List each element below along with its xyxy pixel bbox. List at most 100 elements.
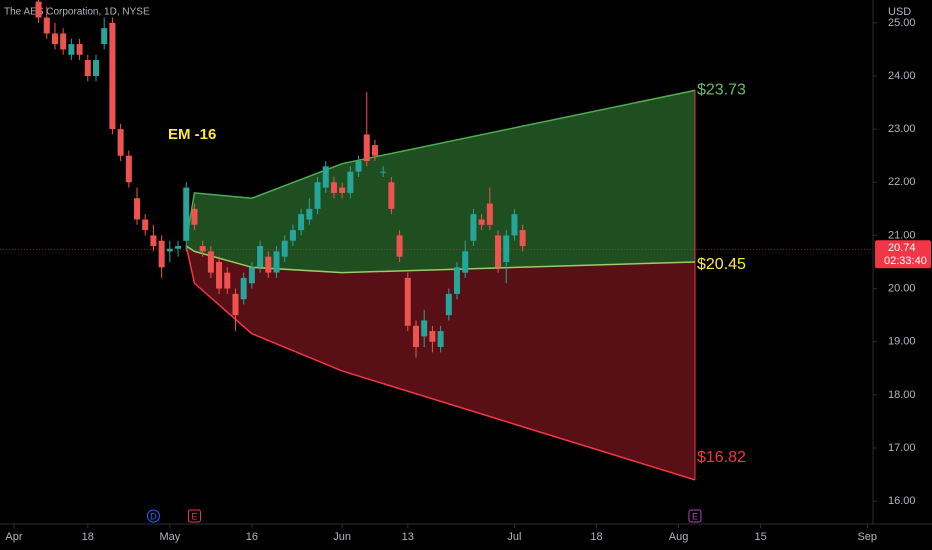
candle-body <box>306 208 313 220</box>
lower-band-fill <box>186 246 695 480</box>
candle-body <box>142 219 149 231</box>
candle-body <box>68 44 75 55</box>
candle-body <box>150 235 157 247</box>
x-tick-label: 18 <box>590 531 602 543</box>
candle-body <box>396 235 403 257</box>
event-marker <box>187 509 201 523</box>
candle-body <box>330 182 337 193</box>
candle-body <box>519 230 526 247</box>
event-label: D <box>150 511 157 521</box>
y-axis-label: USD <box>888 6 911 18</box>
price-label: $23.73 <box>697 82 746 99</box>
candle-body <box>76 44 83 55</box>
candle-body <box>216 262 223 289</box>
y-tick-label: 21.00 <box>888 229 916 241</box>
price-label: $16.82 <box>697 449 746 466</box>
candle-body <box>289 230 296 241</box>
candle-body <box>60 33 67 50</box>
candle-body <box>35 1 42 18</box>
x-tick-label: 15 <box>754 531 766 543</box>
candle-body <box>371 145 378 156</box>
candle-body <box>470 214 477 241</box>
candle-body <box>503 235 510 262</box>
upper-band-fill <box>186 90 695 273</box>
candle-body <box>322 166 329 188</box>
last-price-box <box>875 240 931 269</box>
candle-body <box>166 248 173 252</box>
candle-body <box>412 325 419 348</box>
countdown-label: 02:33:40 <box>884 255 927 267</box>
candle-body <box>380 171 387 173</box>
candle-body <box>347 171 354 193</box>
candle-body <box>478 219 485 225</box>
candle-body <box>511 214 518 236</box>
candle-body <box>314 182 321 209</box>
x-tick-label: May <box>159 531 180 543</box>
candle-body <box>232 293 239 316</box>
candle-body <box>257 246 264 268</box>
candle-body <box>175 246 182 249</box>
candle-body <box>125 155 132 183</box>
candle-body <box>437 331 444 348</box>
candle-body <box>109 22 116 130</box>
candle-body <box>495 235 502 268</box>
event-label: E <box>191 511 197 521</box>
x-tick-label: Jul <box>507 531 521 543</box>
y-tick-label: 20.00 <box>888 282 916 294</box>
candle-body <box>462 251 469 273</box>
x-tick-label: Aug <box>669 531 689 543</box>
candle-body <box>207 251 214 273</box>
candle-body <box>298 214 305 231</box>
candle-body <box>134 198 141 220</box>
y-tick-label: 19.00 <box>888 336 916 348</box>
x-tick-label: 13 <box>402 531 414 543</box>
candle-body <box>404 277 411 326</box>
candle-body <box>429 331 436 342</box>
y-tick-label: 18.00 <box>888 389 916 401</box>
x-tick-label: 18 <box>82 531 94 543</box>
candle-body <box>51 33 58 45</box>
y-tick-label: 22.00 <box>888 176 916 188</box>
last-price-label: 20.74 <box>888 242 916 254</box>
y-tick-label: 17.00 <box>888 442 916 454</box>
y-tick-label: 24.00 <box>888 70 916 82</box>
x-tick-label: Apr <box>5 531 22 543</box>
candle-body <box>355 161 362 172</box>
event-marker <box>146 509 160 523</box>
candle-body <box>199 246 206 252</box>
y-tick-label: 25.00 <box>888 17 916 29</box>
x-tick-label: 16 <box>246 531 258 543</box>
annotation: EM -16 <box>168 126 216 143</box>
candle-body <box>224 272 231 289</box>
candle-body <box>84 60 91 76</box>
candle-body <box>273 251 280 273</box>
candle-body <box>486 203 493 225</box>
event-label: E <box>692 511 698 521</box>
candle-body <box>445 293 452 316</box>
candle-body <box>388 182 395 209</box>
candle-body <box>191 208 198 225</box>
candle-body <box>265 256 272 273</box>
candle-body <box>421 320 428 337</box>
candle-body <box>117 129 124 156</box>
candle-body <box>281 240 288 257</box>
candle-body <box>248 267 255 284</box>
x-tick-label: Sep <box>857 531 877 543</box>
candle-body <box>92 60 99 76</box>
candle-body <box>43 17 50 34</box>
candle-body <box>101 28 108 45</box>
candle-body <box>158 240 165 268</box>
y-tick-label: 16.00 <box>888 495 916 507</box>
price-label: $20.45 <box>697 256 746 273</box>
lower-band-line <box>185 245 696 481</box>
chart-title: The AES Corporation, 1D, NYSE <box>4 7 150 18</box>
y-tick-label: 23.00 <box>888 123 916 135</box>
candle-body <box>339 187 346 193</box>
candle-body <box>240 277 247 300</box>
candle-body <box>454 267 461 294</box>
candle-body <box>183 187 190 241</box>
candle-body <box>363 134 370 162</box>
event-marker <box>688 509 702 523</box>
x-tick-label: Jun <box>333 531 351 543</box>
